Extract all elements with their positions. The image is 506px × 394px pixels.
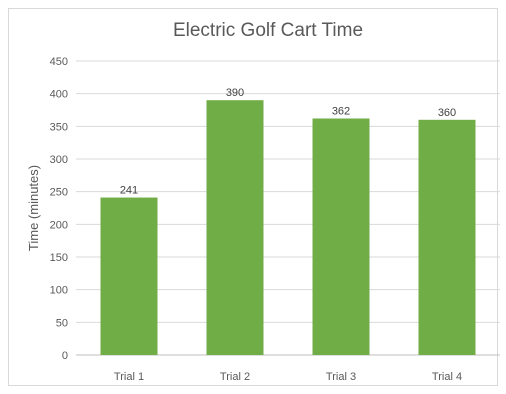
y-tick-label: 450 <box>50 56 68 68</box>
data-label: 241 <box>120 185 138 197</box>
y-tick-label: 400 <box>50 89 68 101</box>
bar <box>206 100 264 355</box>
data-label: 362 <box>332 105 350 117</box>
y-tick-label: 100 <box>50 285 68 297</box>
x-axis-ticks: Trial 1 Trial 2 Trial 3 Trial 4 <box>114 371 462 383</box>
x-tick-label: Trial 3 <box>326 371 356 383</box>
data-label: 390 <box>226 87 244 99</box>
bars <box>100 100 476 355</box>
data-labels: 241 390 362 360 <box>120 87 456 196</box>
y-tick-label: 250 <box>50 187 68 199</box>
y-tick-label: 50 <box>56 317 68 329</box>
x-tick-label: Trial 4 <box>432 371 462 383</box>
data-label: 360 <box>438 107 456 119</box>
y-axis-ticks: 0 50 100 150 200 250 300 350 400 450 <box>50 56 68 362</box>
y-tick-label: 0 <box>62 350 68 362</box>
y-tick-label: 300 <box>50 154 68 166</box>
x-tick-label: Trial 1 <box>114 371 144 383</box>
y-tick-label: 150 <box>50 252 68 264</box>
bar <box>100 197 158 355</box>
y-axis-title: Time (minutes) <box>26 165 41 251</box>
bar <box>418 119 476 355</box>
y-tick-label: 200 <box>50 219 68 231</box>
chart-title: Electric Golf Cart Time <box>173 20 363 41</box>
y-tick-label: 350 <box>50 121 68 133</box>
x-tick-label: Trial 2 <box>220 371 250 383</box>
bar <box>312 118 370 355</box>
